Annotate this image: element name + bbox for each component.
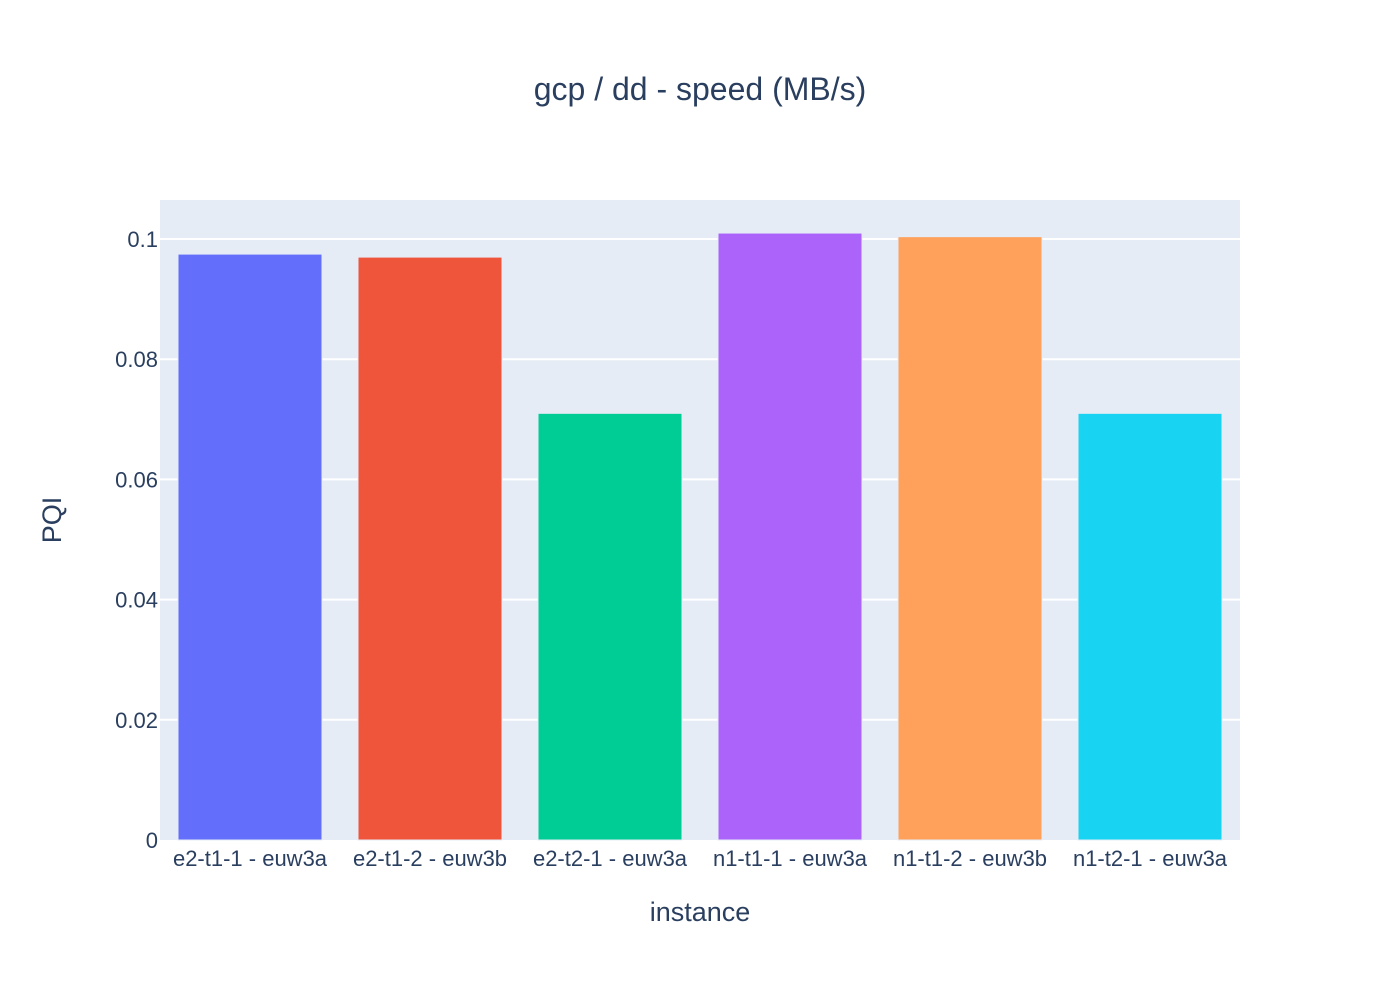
x-tick-label: e2-t1-1 - euw3a: [173, 846, 328, 871]
bar: [897, 236, 1043, 841]
x-tick-label: n1-t2-1 - euw3a: [1073, 846, 1228, 871]
x-tick-label: e2-t2-1 - euw3a: [533, 846, 688, 871]
x-tick-label: e2-t1-2 - euw3b: [353, 846, 507, 871]
y-tick-label: 0.02: [115, 708, 158, 733]
y-tick-label: 0.1: [127, 227, 158, 252]
bar: [537, 412, 683, 841]
bar: [357, 256, 503, 841]
bar: [717, 232, 863, 841]
y-axis-ticks: 0 0.02 0.04 0.06 0.08 0.1: [115, 227, 158, 853]
x-tick-label: n1-t1-1 - euw3a: [713, 846, 868, 871]
y-axis-title: PQI: [37, 497, 67, 544]
x-axis-ticks: e2-t1-1 - euw3a e2-t1-2 - euw3b e2-t2-1 - …: [173, 846, 1228, 871]
x-tick-label: n1-t1-2 - euw3b: [893, 846, 1047, 871]
gridlines: [160, 238, 1240, 721]
y-tick-label: 0.08: [115, 347, 158, 372]
y-tick-label: 0.06: [115, 467, 158, 492]
chart-title: gcp / dd - speed (MB/s): [534, 71, 867, 107]
bar: [1077, 412, 1223, 841]
plot-area: [160, 200, 1240, 840]
y-tick-label: 0: [146, 828, 158, 853]
y-tick-label: 0.04: [115, 588, 158, 613]
bars: [177, 232, 1223, 841]
x-axis-title: instance: [650, 897, 751, 927]
bar: [177, 253, 323, 841]
